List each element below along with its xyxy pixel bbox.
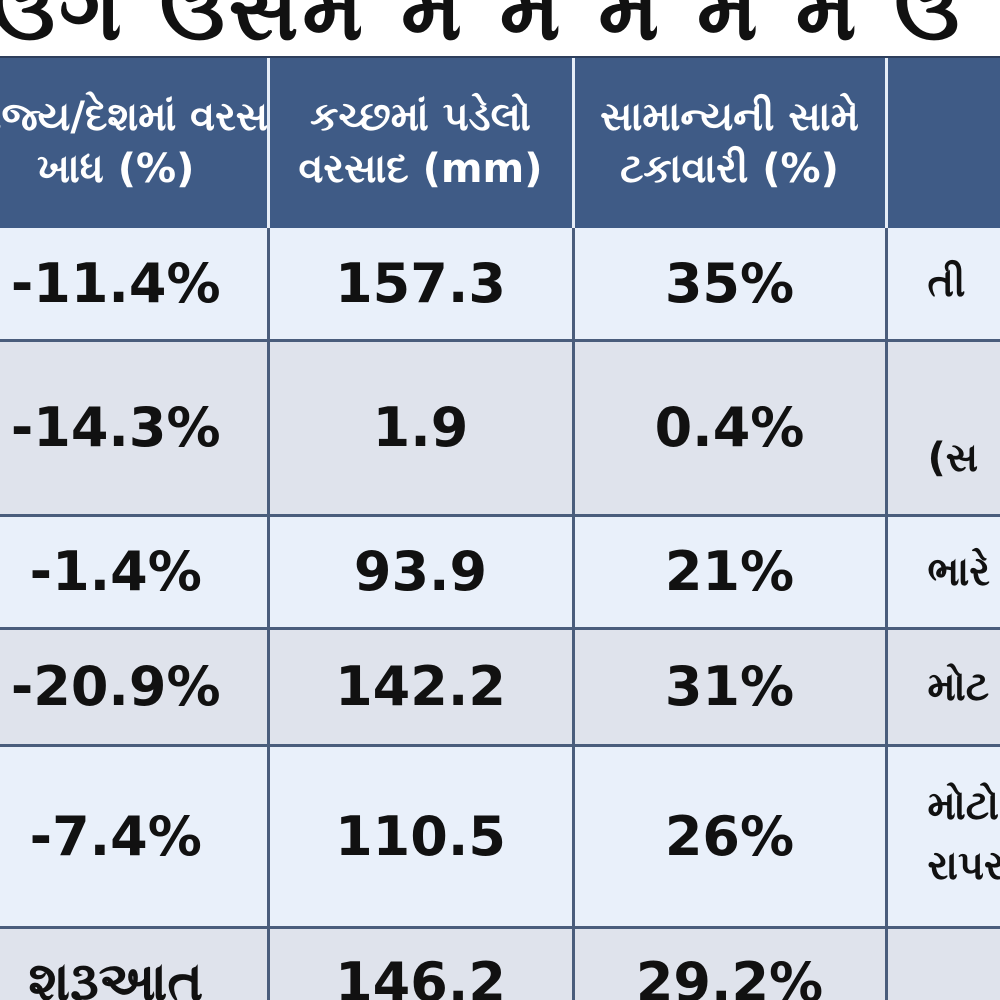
header-deficit: રાજ્ય/દેશમાં વરસાદી ખાધ (%) xyxy=(0,58,270,228)
category-cell: મોટો રાપર xyxy=(886,745,1000,929)
table-row: -11.4% 157.3 35% તી xyxy=(0,228,1000,342)
category-cell: તી xyxy=(886,228,1000,342)
deficit-cell: શરૂઆત xyxy=(0,927,270,1000)
percent-cell: 29.2% xyxy=(573,927,888,1000)
category-cell: (સ xyxy=(886,340,1000,517)
rain-mm-cell: 93.9 xyxy=(268,515,575,630)
header-category xyxy=(886,58,1000,228)
category-cell: મોટ xyxy=(886,628,1000,747)
page-title-text: ઉગ ઉસમ મ મ મ મ મ ઉ xyxy=(0,0,964,60)
header-top-rule xyxy=(0,56,1000,59)
percent-cell: 35% xyxy=(573,228,888,342)
rain-mm-cell: 110.5 xyxy=(268,745,575,929)
header-kutch-rain: કચ્છમાં પડેલો વરસાદ (mm) xyxy=(268,58,575,228)
header-percent-of-normal: સામાન્યની સામે ટકાવારી (%) xyxy=(573,58,888,228)
deficit-cell: -7.4% xyxy=(0,745,270,929)
table-row: -14.3% 1.9 0.4% (સ xyxy=(0,340,1000,517)
table-row: -1.4% 93.9 21% ભારે xyxy=(0,515,1000,630)
page-title: ઉગ ઉસમ મ મ મ મ મ ઉ xyxy=(0,0,1000,60)
deficit-cell: -20.9% xyxy=(0,628,270,747)
rain-mm-cell: 157.3 xyxy=(268,228,575,342)
table-row: -20.9% 142.2 31% મોટ xyxy=(0,628,1000,747)
percent-cell: 21% xyxy=(573,515,888,630)
table-header-row: રાજ્ય/દેશમાં વરસાદી ખાધ (%) કચ્છમાં પડેલ… xyxy=(0,58,1000,228)
category-cell: ભારે xyxy=(886,515,1000,630)
table-row: -7.4% 110.5 26% મોટો રાપર xyxy=(0,745,1000,929)
deficit-cell: -11.4% xyxy=(0,228,270,342)
deficit-cell: -1.4% xyxy=(0,515,270,630)
rain-mm-cell: 1.9 xyxy=(268,340,575,517)
deficit-cell: -14.3% xyxy=(0,340,270,517)
percent-cell: 0.4% xyxy=(573,340,888,517)
rain-mm-cell: 142.2 xyxy=(268,628,575,747)
category-cell xyxy=(886,927,1000,1000)
rainfall-table: રાજ્ય/દેશમાં વરસાદી ખાધ (%) કચ્છમાં પડેલ… xyxy=(0,58,1000,1000)
percent-cell: 26% xyxy=(573,745,888,929)
table-row: શરૂઆત 146.2 29.2% xyxy=(0,927,1000,1000)
rain-mm-cell: 146.2 xyxy=(268,927,575,1000)
percent-cell: 31% xyxy=(573,628,888,747)
